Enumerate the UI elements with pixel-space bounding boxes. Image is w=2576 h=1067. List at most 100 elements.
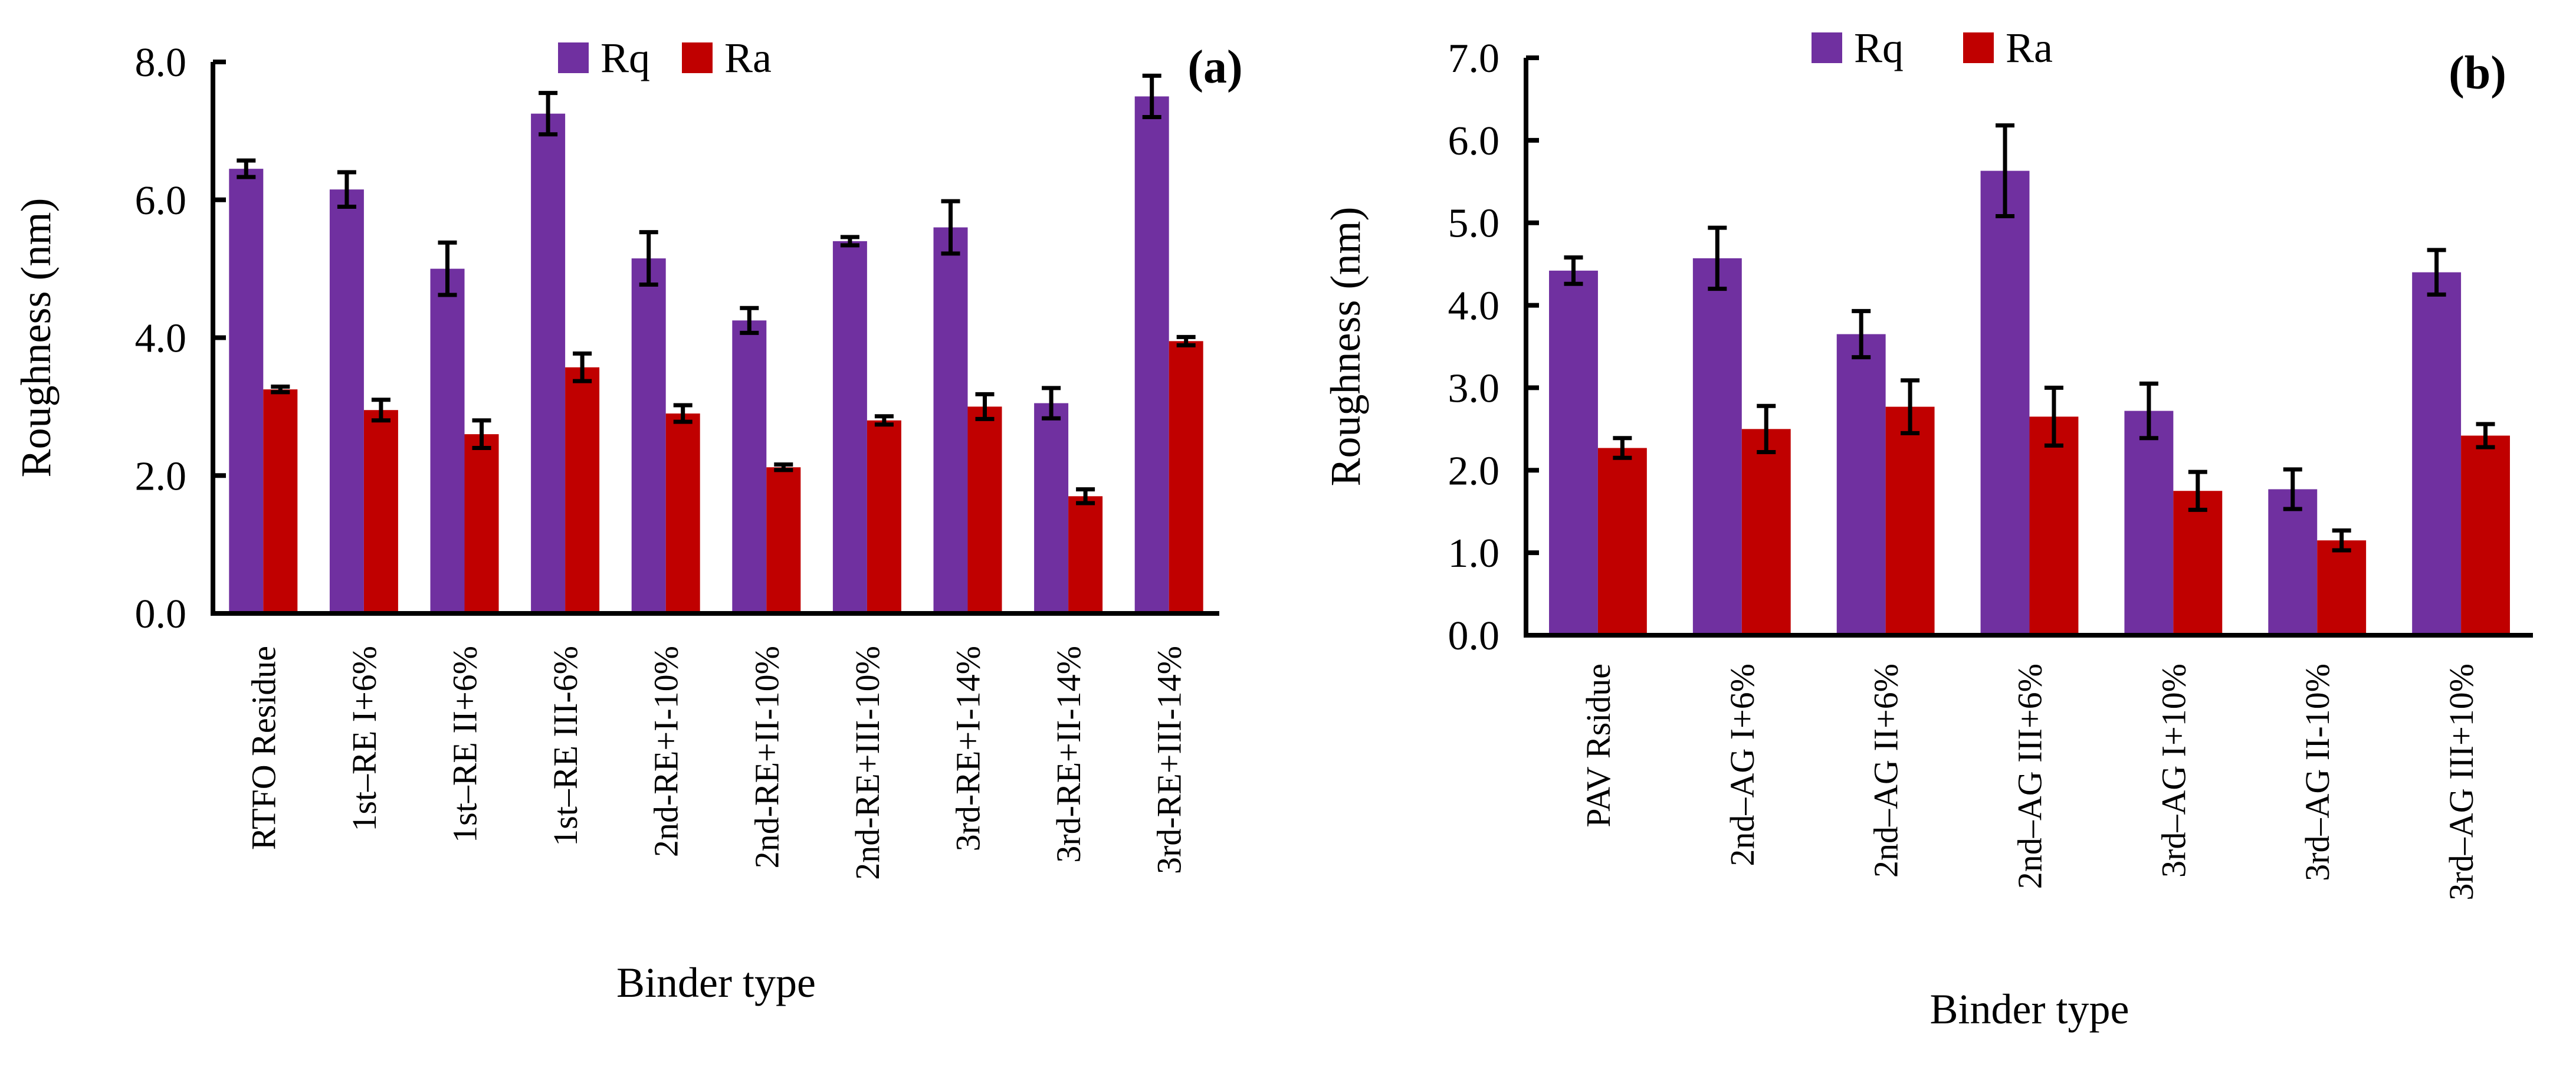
legend-swatch-ra bbox=[1963, 32, 1994, 63]
y-tick-label: 1.0 bbox=[1448, 531, 1500, 576]
bar-ra bbox=[967, 406, 1002, 613]
legend-label-rq: Rq bbox=[1854, 24, 1904, 71]
error-bar bbox=[639, 230, 658, 287]
error-bar bbox=[2332, 528, 2351, 553]
bar-rq bbox=[229, 169, 264, 613]
y-tick-label: 5.0 bbox=[1448, 201, 1500, 247]
bar-ra bbox=[565, 367, 600, 613]
bar-ra bbox=[766, 467, 801, 613]
error-bar bbox=[1176, 334, 1196, 347]
bar-rq bbox=[1549, 270, 1598, 635]
x-tick-label: 2nd-RE+III-10% bbox=[848, 646, 887, 880]
error-bar bbox=[1564, 255, 1583, 286]
bar-rq bbox=[430, 268, 465, 613]
y-tick-label: 8.0 bbox=[135, 40, 187, 86]
bar-ra bbox=[2461, 435, 2510, 635]
x-axis-title: Binder type bbox=[616, 959, 816, 1006]
legend-swatch-ra bbox=[682, 42, 713, 73]
bar-ra bbox=[363, 410, 398, 613]
x-tick-label: 2nd–AG III+6% bbox=[2011, 664, 2049, 889]
bar-rq bbox=[1034, 403, 1069, 613]
error-bar bbox=[1142, 73, 1161, 119]
y-axis-title: Roughness (nm) bbox=[12, 198, 60, 478]
legend-label-ra: Ra bbox=[724, 34, 772, 81]
error-bar bbox=[2283, 467, 2302, 511]
bar-ra bbox=[1741, 429, 1791, 635]
error-bar bbox=[1708, 225, 1727, 291]
error-bar bbox=[975, 392, 995, 421]
error-bar bbox=[1042, 386, 1061, 421]
legend: Rq Ra bbox=[1812, 24, 2053, 71]
error-bar bbox=[1076, 487, 1095, 505]
y-axis-title: Roughness (nm) bbox=[1322, 207, 1369, 487]
y-tick-label: 0.0 bbox=[1448, 613, 1500, 659]
bar-rq bbox=[1134, 96, 1169, 613]
y-tick-label: 7.0 bbox=[1448, 36, 1500, 81]
panel-label: (b) bbox=[2449, 47, 2506, 99]
x-tick-label: 3rd–AG I+10% bbox=[2154, 664, 2193, 878]
error-bar bbox=[774, 462, 793, 472]
x-tick-label: 3rd-RE+II-14% bbox=[1049, 646, 1088, 863]
bar-rq bbox=[732, 320, 767, 613]
chart-panel-b: 0.0 1.0 2.0 3.0 4.0 5.0 6.0 7.0 PAV Rsidue 2nd–AG… bbox=[1322, 24, 2533, 1033]
error-bar bbox=[874, 414, 894, 427]
x-tick-label: RTFO Residue bbox=[244, 646, 283, 850]
panel-label: (a) bbox=[1187, 41, 1242, 93]
x-tick-label: 2nd–AG II+6% bbox=[1867, 664, 1905, 878]
y-tick-label: 4.0 bbox=[135, 316, 187, 362]
bar-ra bbox=[665, 413, 700, 613]
bar-ra bbox=[1068, 496, 1103, 613]
legend-label-ra: Ra bbox=[2006, 24, 2053, 71]
error-bar bbox=[2188, 470, 2207, 512]
legend-swatch-rq bbox=[1812, 32, 1842, 63]
bar-rq bbox=[329, 189, 364, 613]
x-axis-title: Binder type bbox=[1930, 986, 2129, 1033]
error-bar bbox=[2476, 422, 2495, 449]
bar-rq bbox=[631, 258, 666, 613]
bar-ra bbox=[867, 420, 901, 613]
error-bar bbox=[371, 398, 390, 423]
error-bar bbox=[271, 384, 290, 395]
error-bar bbox=[673, 403, 693, 424]
chart-panel-a: 0.0 2.0 4.0 6.0 8.0 RTFO Residue 1st–RE I+6% 1s… bbox=[12, 34, 1243, 1006]
x-tick-label: PAV Rsidue bbox=[1579, 664, 1617, 828]
x-tick-label: 1st–RE II+6% bbox=[446, 646, 484, 843]
y-tick-label: 2.0 bbox=[1448, 448, 1500, 494]
error-bar bbox=[1852, 308, 1871, 360]
x-tick-label: 2nd-RE+I-10% bbox=[647, 646, 685, 857]
bar-rq bbox=[1980, 170, 2030, 636]
x-tick-label: 1st–RE III-6% bbox=[546, 646, 585, 846]
error-bar bbox=[2427, 248, 2446, 297]
error-bar bbox=[1613, 436, 1632, 460]
x-tick-label: 2nd–AG I+6% bbox=[1723, 664, 1761, 866]
error-bar bbox=[573, 351, 592, 383]
bar-rq bbox=[1836, 334, 1886, 635]
error-bar bbox=[237, 158, 256, 179]
legend-label-rq: Rq bbox=[600, 34, 650, 81]
error-bar bbox=[1901, 378, 1920, 435]
bar-ra bbox=[1885, 406, 1935, 635]
bar-ra bbox=[1597, 448, 1647, 635]
error-bar bbox=[2044, 385, 2063, 448]
legend: Rq Ra bbox=[558, 34, 772, 81]
error-bar bbox=[941, 199, 960, 256]
bar-ra bbox=[2317, 540, 2367, 635]
y-tick-label: 4.0 bbox=[1448, 284, 1500, 329]
y-tick-label: 0.0 bbox=[135, 592, 187, 637]
error-bar bbox=[337, 170, 356, 209]
bar-rq bbox=[531, 113, 566, 613]
error-bar bbox=[1757, 403, 1776, 455]
y-tick-label: 2.0 bbox=[135, 454, 187, 499]
bar-rq bbox=[832, 241, 867, 613]
x-tick-label: 2nd-RE+II-10% bbox=[747, 646, 786, 868]
error-bar bbox=[472, 418, 491, 450]
error-bar bbox=[740, 306, 759, 335]
y-tick-label: 6.0 bbox=[1448, 119, 1500, 164]
bar-rq bbox=[2268, 489, 2318, 635]
x-tick-label: 3rd–AG III+10% bbox=[2442, 664, 2480, 901]
bar-ra bbox=[263, 389, 298, 613]
x-tick-label: 3rd-RE+III-14% bbox=[1150, 646, 1189, 874]
bar-ra bbox=[464, 434, 499, 613]
bar-ra bbox=[2029, 416, 2079, 635]
